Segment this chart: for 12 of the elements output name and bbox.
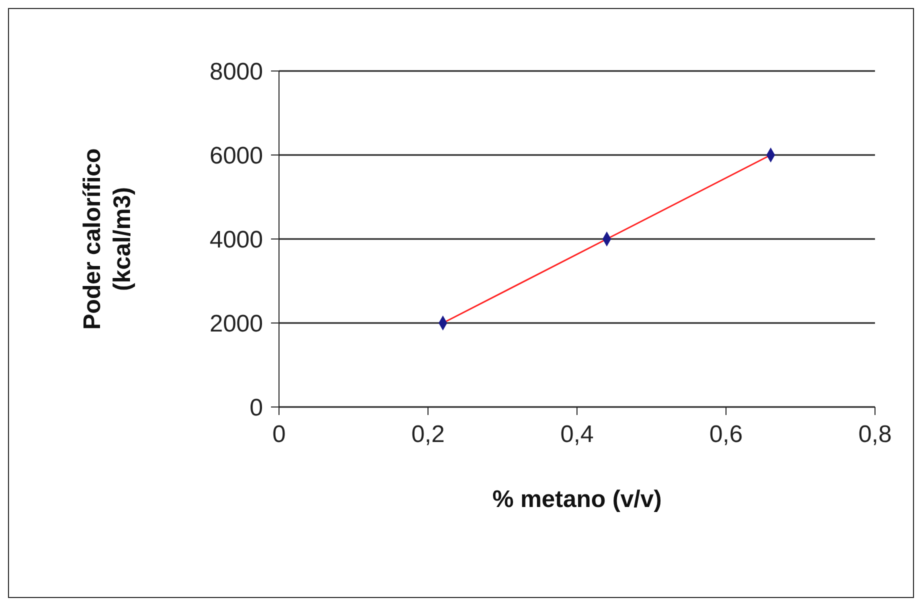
y-tick-label: 4000 <box>210 226 263 254</box>
x-tick-label: 0,8 <box>858 421 892 448</box>
x-tick-label: 0,4 <box>560 421 594 448</box>
y-tick-label: 6000 <box>210 142 263 170</box>
y-tick-label: 0 <box>250 394 263 422</box>
x-tick-label: 0,2 <box>411 421 445 448</box>
y-axis-title: Poder calorífico (kcal/m3) <box>79 148 136 330</box>
x-axis-title: % metano (v/v) <box>492 486 662 513</box>
x-tick-label: 0 <box>272 421 286 448</box>
x-tick-label: 0,6 <box>709 421 743 448</box>
y-tick-label: 2000 <box>210 310 263 338</box>
y-tick-label: 8000 <box>210 58 263 86</box>
